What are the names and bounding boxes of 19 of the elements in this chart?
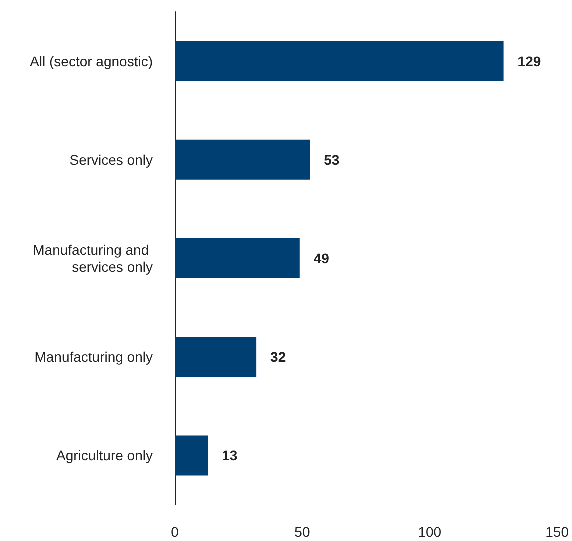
- bar: [175, 337, 257, 378]
- x-tick-label: 0: [171, 524, 180, 540]
- y-tick-label: Agriculture only: [56, 448, 153, 464]
- y-tick-label: All (sector agnostic): [30, 53, 153, 70]
- data-label: 32: [270, 349, 286, 366]
- bar: [175, 41, 504, 82]
- data-label: 53: [324, 152, 340, 168]
- data-label: 49: [314, 250, 330, 266]
- x-tick-label: 100: [418, 524, 442, 540]
- bar: [175, 238, 300, 278]
- x-tick-label: 150: [546, 524, 570, 540]
- bar: [175, 436, 208, 476]
- y-tick-label: Manufacturing only: [34, 349, 153, 366]
- x-tick-label: 50: [294, 524, 310, 540]
- data-label: 129: [518, 53, 542, 70]
- bar: [175, 140, 310, 180]
- data-label: 13: [222, 448, 238, 464]
- y-tick-label: Manufacturing and services only: [33, 242, 153, 275]
- y-tick-label: Services only: [70, 152, 153, 168]
